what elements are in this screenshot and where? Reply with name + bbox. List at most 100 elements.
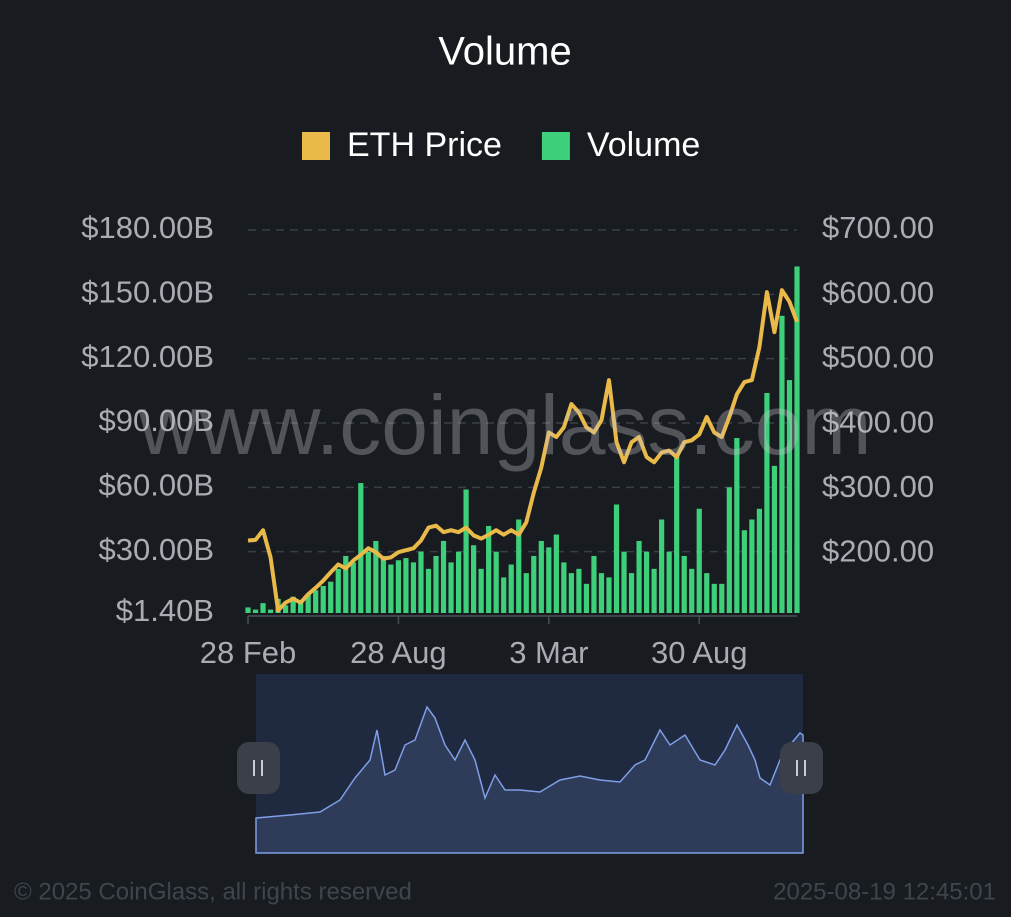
x-tick-label: 28 Feb <box>200 635 297 670</box>
bar <box>245 607 251 613</box>
y2-tick-label: $400.00 <box>822 404 934 439</box>
bar <box>252 609 259 613</box>
bar <box>343 555 349 613</box>
bar <box>410 562 417 613</box>
bar <box>756 508 762 613</box>
bar <box>591 555 597 613</box>
bar <box>576 568 582 613</box>
chart-title: Volume <box>438 30 571 74</box>
y2-tick-label: $300.00 <box>822 469 934 504</box>
y2-tick-label: $200.00 <box>822 534 934 569</box>
bar <box>531 555 537 613</box>
bar <box>335 568 341 613</box>
bar <box>516 519 522 613</box>
copyright: © 2025 CoinGlass, all rights reserved <box>14 878 412 905</box>
bar <box>726 487 732 613</box>
bar <box>659 519 665 613</box>
bar <box>463 489 469 613</box>
y-tick-label: $180.00B <box>81 210 214 245</box>
bar <box>568 573 574 613</box>
bar <box>508 564 514 613</box>
watermark: www.coinglass.com <box>138 378 872 472</box>
bar <box>651 568 657 613</box>
y2-tick-label: $600.00 <box>822 275 934 310</box>
timestamp: 2025-08-19 12:45:01 <box>773 878 996 905</box>
bar <box>433 555 439 613</box>
bar <box>636 540 642 613</box>
x-tick-label: 30 Aug <box>651 635 748 670</box>
y-tick-label: $120.00B <box>81 339 214 374</box>
legend: ETH Price Volume <box>302 126 700 164</box>
bar <box>734 438 740 613</box>
bar <box>561 562 567 613</box>
bar <box>440 540 447 613</box>
bar <box>478 568 484 613</box>
y2-tick-label: $700.00 <box>822 210 934 245</box>
bar <box>486 525 492 613</box>
bar <box>418 551 424 613</box>
bar <box>365 551 371 613</box>
bar <box>501 577 507 613</box>
bar <box>471 545 477 613</box>
bar <box>779 315 785 613</box>
bar <box>719 583 725 613</box>
handle[interactable] <box>780 742 823 794</box>
bar <box>320 585 326 613</box>
bar <box>373 540 379 613</box>
bar <box>704 573 710 613</box>
navigator[interactable] <box>237 674 823 854</box>
navigator-handle-left[interactable] <box>237 742 280 794</box>
bar <box>643 551 650 613</box>
bar <box>298 600 304 613</box>
y-tick-label: $90.00B <box>99 403 215 438</box>
plot: $1.40B $30.00B $60.00B $90.00B $120.00B $150.… <box>81 126 934 670</box>
bar <box>290 596 296 613</box>
bar <box>388 564 394 613</box>
bar <box>546 547 552 613</box>
bar <box>764 392 770 613</box>
bar <box>628 573 635 613</box>
bar <box>786 380 793 613</box>
bar <box>260 603 266 613</box>
bar <box>606 577 612 613</box>
y-tick-label: $60.00B <box>99 468 215 503</box>
bar <box>681 555 687 613</box>
x-tick-label: 28 Aug <box>350 635 447 670</box>
bar <box>358 483 364 613</box>
price-line <box>247 288 799 613</box>
bar <box>674 455 680 613</box>
bar <box>425 568 432 613</box>
bar <box>741 530 747 613</box>
bar <box>305 594 311 613</box>
bar <box>267 609 274 613</box>
bar <box>395 560 402 613</box>
x-tick-label: 3 Mar <box>509 635 588 670</box>
bar <box>350 562 356 613</box>
legend-swatch <box>302 132 330 160</box>
bar <box>689 568 695 613</box>
handle[interactable] <box>237 742 280 794</box>
bar <box>523 573 529 613</box>
bar <box>313 590 319 613</box>
bar <box>598 573 605 613</box>
bar <box>538 540 544 613</box>
y2-tick-label: $500.00 <box>822 340 934 375</box>
y-tick-label: $150.00B <box>81 275 214 310</box>
y-tick-label: $1.40B <box>116 593 214 628</box>
bar <box>380 555 386 613</box>
legend-label: Volume <box>587 126 700 164</box>
y-tick-label: $30.00B <box>99 532 215 567</box>
bar <box>553 534 559 613</box>
bar <box>621 551 627 613</box>
bar <box>794 266 800 613</box>
bar <box>403 558 409 613</box>
bar <box>771 465 778 613</box>
bar <box>328 581 334 613</box>
navigator-handle-right[interactable] <box>780 742 823 794</box>
bar <box>448 562 454 613</box>
bar <box>283 605 289 613</box>
legend-swatch <box>541 132 570 160</box>
bar <box>711 583 717 613</box>
bar <box>613 504 620 613</box>
